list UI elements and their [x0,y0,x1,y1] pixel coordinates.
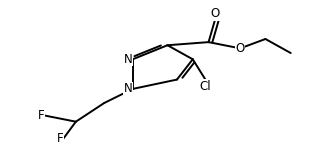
Text: F: F [38,109,44,122]
Text: Cl: Cl [200,80,211,93]
Text: O: O [235,42,245,55]
Text: F: F [57,132,63,145]
Text: N: N [124,53,133,66]
Text: N: N [124,82,133,95]
Text: O: O [210,7,220,20]
